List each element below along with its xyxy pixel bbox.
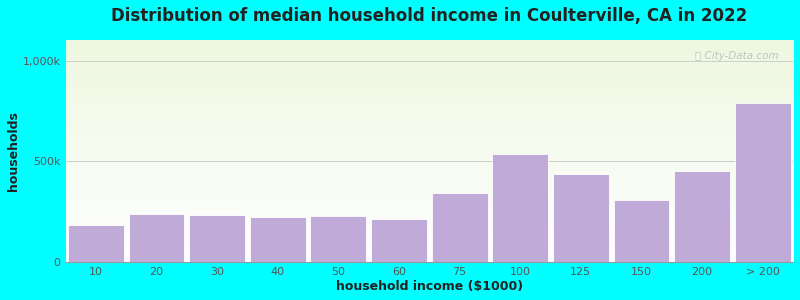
X-axis label: household income ($1000): household income ($1000) [336,280,523,293]
Bar [553,174,609,262]
Bar [432,193,487,262]
Bar [674,171,730,262]
Y-axis label: households: households [7,112,20,191]
Bar [190,215,245,262]
Bar [250,217,306,262]
Bar [614,200,670,262]
Bar [310,216,366,262]
Title: Distribution of median household income in Coulterville, CA in 2022: Distribution of median household income … [111,7,747,25]
Text: All residents: All residents [380,0,478,2]
Text: ⓘ City-Data.com: ⓘ City-Data.com [695,52,778,61]
Bar [735,103,790,262]
Bar [371,219,427,262]
Bar [492,154,548,262]
Bar [129,214,185,262]
Bar [68,225,124,262]
